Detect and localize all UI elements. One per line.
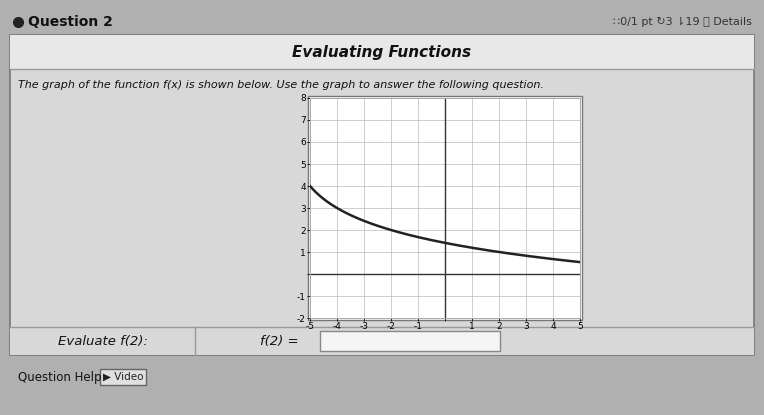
Text: Question 2: Question 2 [28,15,113,29]
Text: Evaluate f(2):: Evaluate f(2): [57,334,147,347]
Text: The graph of the function f(x) is shown below. Use the graph to answer the follo: The graph of the function f(x) is shown … [18,80,544,90]
Bar [10,35,754,69]
Bar [100,369,146,385]
Bar [308,96,582,320]
Bar [10,327,754,355]
Text: Evaluating Functions: Evaluating Functions [293,44,471,59]
Bar [320,331,500,351]
Text: Question Help:: Question Help: [18,371,105,383]
Bar [10,35,754,355]
Text: f(2) =: f(2) = [260,334,299,347]
Text: ∷0/1 pt ↻3 ⇂19 ⓘ Details: ∷0/1 pt ↻3 ⇂19 ⓘ Details [613,17,752,27]
Text: ▶ Video: ▶ Video [102,372,144,382]
